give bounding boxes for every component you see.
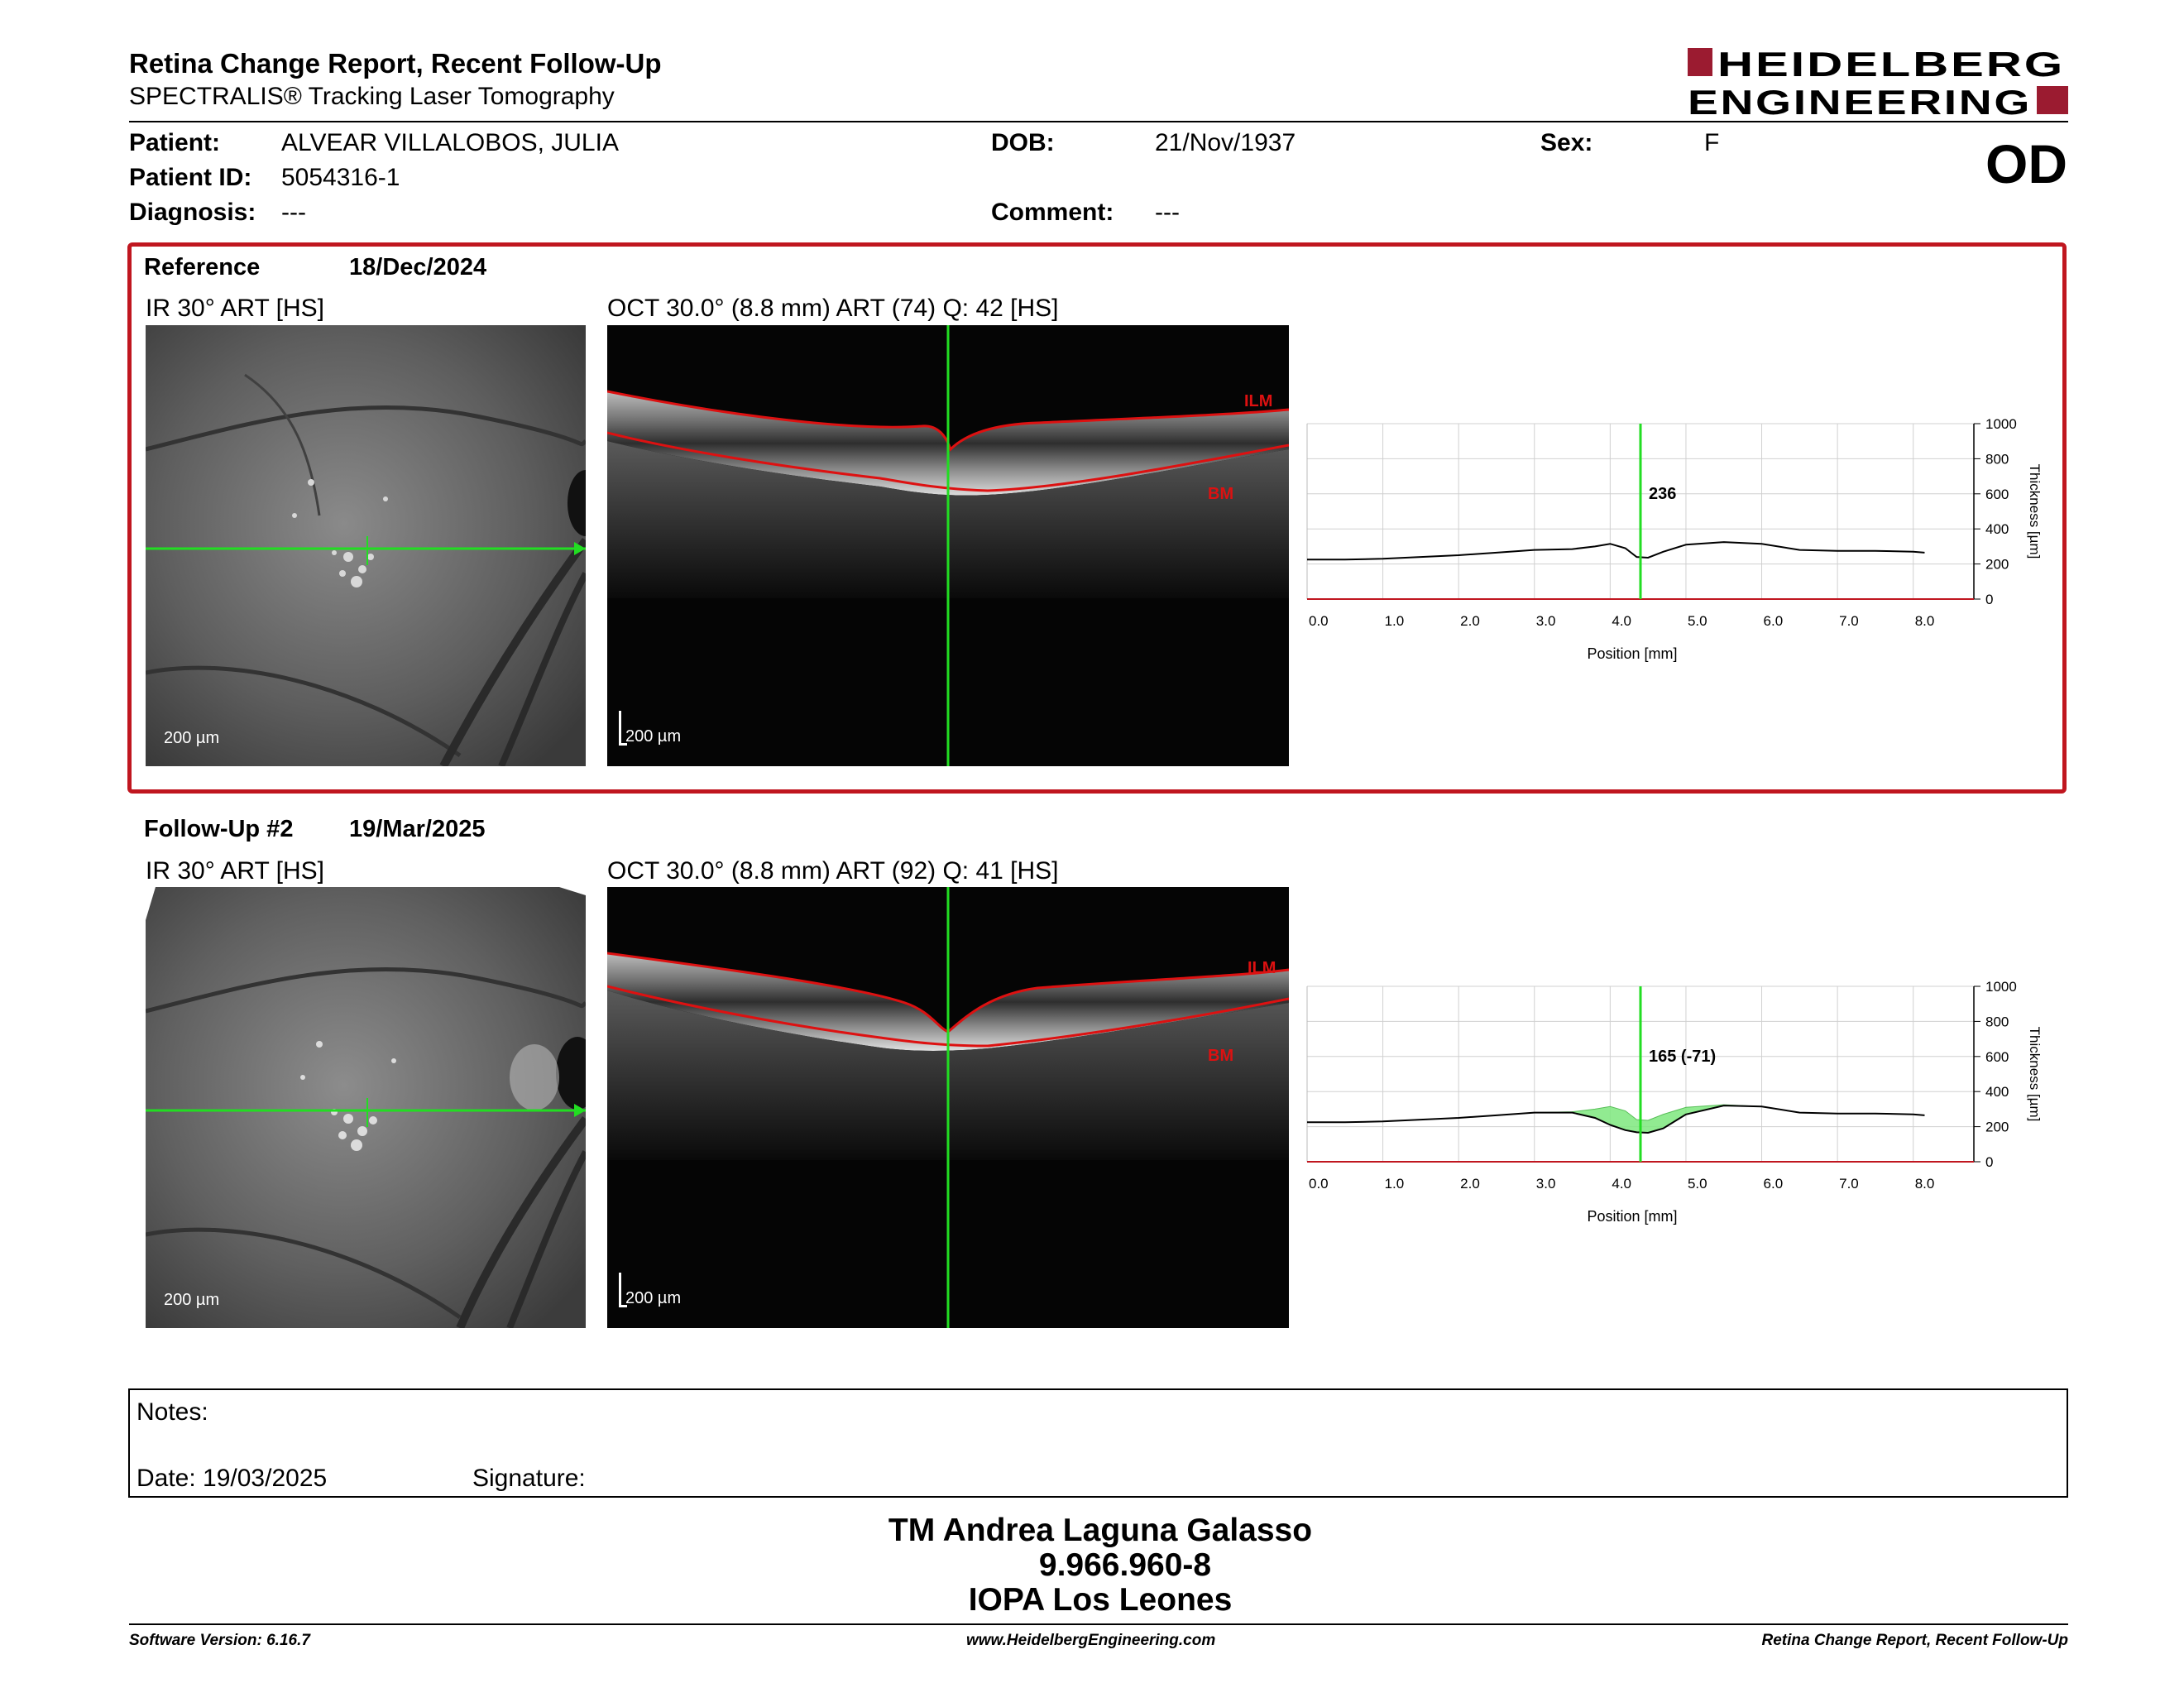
x-axis-label: Position [mm] [1587,645,1677,662]
dob-label: DOB: [991,129,1055,156]
dob-value: 21/Nov/1937 [1155,129,1296,156]
x-tick-label: 2.0 [1460,613,1480,629]
followup-label: Follow-Up #2 [144,816,294,842]
diagnosis-label: Diagnosis: [129,199,256,226]
logo-line1: HEIDELBERG [1717,45,2065,84]
comment-value: --- [1155,199,1180,226]
y-axis-label: Thickness [µm] [2027,1027,2043,1122]
x-tick-label: 0.0 [1309,1176,1329,1192]
x-tick-label: 2.0 [1460,1176,1480,1192]
reference-ir-fundus-image: 200 µm [146,325,586,766]
eye-indicator: OD [1985,133,2067,194]
followup-ir-fundus-image: 200 µm [146,887,586,1328]
x-axis-label: Position [mm] [1587,1208,1677,1225]
patient-label: Patient: [129,129,221,156]
followup-bm-label: BM [1208,1047,1233,1065]
heidelberg-logo: HEIDELBERG ENGINEERING [1688,45,2068,119]
reference-label: Reference [144,254,261,281]
y-tick-label: 1000 [1985,979,2017,995]
x-tick-label: 6.0 [1764,613,1784,629]
y-tick-label: 400 [1985,1084,2009,1100]
y-tick-label: 800 [1985,451,2009,467]
x-tick-label: 7.0 [1839,1176,1859,1192]
reference-panel [127,242,2067,794]
followup-ilm-label: ILM [1248,959,1276,977]
y-tick-label: 0 [1985,1154,1993,1170]
x-tick-label: 3.0 [1536,613,1556,629]
followup-ir-scale: 200 µm [164,1291,220,1309]
followup-oct-scale: 200 µm [625,1289,682,1307]
report-subtitle: SPECTRALIS® Tracking Laser Tomography [129,83,615,110]
x-tick-label: 1.0 [1385,613,1405,629]
reference-ir-scale: 200 µm [164,729,220,747]
reference-oct-bscan-image: ILM BM 200 µm [607,325,1289,766]
cursor-thickness-label: 236 [1649,485,1676,503]
y-tick-label: 600 [1985,487,2009,502]
followup-oct-title: OCT 30.0° (8.8 mm) ART (92) Q: 41 [HS] [607,857,1059,885]
x-tick-label: 6.0 [1764,1176,1784,1192]
y-tick-label: 0 [1985,592,1993,607]
followup-oct-bscan-image: ILM BM 200 µm [607,887,1289,1328]
notes-date: Date: 19/03/2025 [136,1465,328,1492]
sex-label: Sex: [1540,129,1593,156]
notes-box: Notes: Date: 19/03/2025 Signature: [128,1388,2068,1498]
footer-website[interactable]: www.HeidelbergEngineering.com [966,1632,1216,1649]
header-divider [129,121,2068,122]
thickness-profile-line [1307,1105,1925,1134]
signature-name: TM Andrea Laguna Galasso [888,1513,1313,1548]
y-tick-label: 800 [1985,1014,2009,1029]
patient-id-label: Patient ID: [129,164,252,191]
y-tick-label: 1000 [1985,416,2017,432]
reference-thickness-chart: 0.0 1.0 2.0 3.0 4.0 5.0 6.0 7.0 8.0 0 200 400 600 800… [1306,416,2043,662]
thickness-change-area [1307,1104,1925,1134]
reference-ilm-label: ILM [1244,392,1272,410]
logo-line2: ENGINEERING [1688,83,2032,119]
y-tick-label: 400 [1985,521,2009,537]
x-tick-label: 4.0 [1612,1176,1631,1192]
sex-value: F [1704,129,1720,156]
reference-oct-title: OCT 30.0° (8.8 mm) ART (74) Q: 42 [HS] [607,295,1059,322]
x-tick-label: 5.0 [1688,613,1707,629]
x-tick-label: 5.0 [1688,1176,1707,1192]
x-tick-label: 8.0 [1915,1176,1935,1192]
comment-label: Comment: [991,199,1114,226]
x-tick-label: 3.0 [1536,1176,1556,1192]
x-tick-label: 4.0 [1612,613,1631,629]
diagnosis-value: --- [281,199,306,226]
reference-ir-title: IR 30° ART [HS] [146,295,324,322]
y-tick-label: 200 [1985,1120,2009,1135]
notes-label: Notes: [136,1398,208,1426]
patient-name: ALVEAR VILLALOBOS, JULIA [281,129,619,156]
report-title: Retina Change Report, Recent Follow-Up [129,48,662,79]
signature-id: 9.966.960-8 [1038,1547,1212,1583]
signature-label: Signature: [472,1465,586,1492]
reference-date: 18/Dec/2024 [349,254,487,281]
footer-software-version: Software Version: 6.16.7 [129,1632,310,1649]
footer-report-name: Retina Change Report, Recent Follow-Up [1761,1632,2068,1649]
y-tick-label: 200 [1985,557,2009,573]
x-tick-label: 7.0 [1839,613,1859,629]
patient-id-value: 5054316-1 [281,164,400,191]
followup-thickness-chart: 0.0 1.0 2.0 3.0 4.0 5.0 6.0 7.0 8.0 0 200 400 600 800… [1306,979,2043,1225]
x-tick-label: 0.0 [1309,613,1329,629]
signature-institution: IOPA Los Leones [968,1582,1233,1618]
x-tick-label: 8.0 [1915,613,1935,629]
footer-divider [129,1623,2068,1625]
reference-bm-label: BM [1208,485,1233,503]
cursor-thickness-label: 165 (-71) [1649,1048,1716,1066]
x-tick-label: 1.0 [1385,1176,1405,1192]
y-axis-label: Thickness [µm] [2027,464,2043,559]
thickness-profile-line [1307,541,1925,561]
followup-ir-title: IR 30° ART [HS] [146,857,324,885]
followup-date: 19/Mar/2025 [349,816,486,842]
y-tick-label: 600 [1985,1049,2009,1065]
reference-oct-scale: 200 µm [625,727,682,746]
